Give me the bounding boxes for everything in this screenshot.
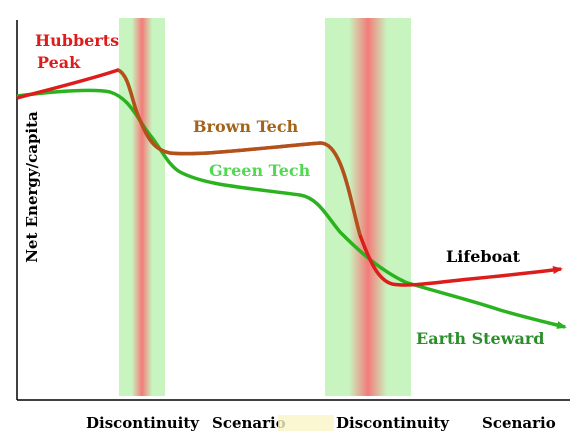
y-axis-label: Net Energy/capita bbox=[23, 111, 41, 263]
discontinuity-band-2 bbox=[325, 18, 411, 396]
x-label-discontinuity-2: Discontinuity bbox=[336, 414, 450, 432]
x-label-scenario-1: Scenario bbox=[212, 414, 286, 432]
hubberts-peak-label-line2: Peak bbox=[37, 53, 81, 72]
discontinuity-band-1 bbox=[119, 18, 165, 396]
earth-steward-label: Earth Steward bbox=[416, 329, 544, 348]
lifeboat-label: Lifeboat bbox=[446, 247, 521, 266]
x-label-discontinuity-1: Discontinuity bbox=[86, 414, 200, 432]
brown-tech-segment bbox=[117, 68, 362, 236]
green-tech-curve bbox=[16, 88, 567, 329]
x-label-scenario-2: Scenario bbox=[482, 414, 556, 432]
green-tech-label: Green Tech bbox=[209, 161, 311, 180]
brown-tech-label: Brown Tech bbox=[193, 117, 299, 136]
hubberts-peak-label-line1: Hubberts bbox=[35, 31, 119, 50]
x-label-highlight bbox=[278, 415, 334, 431]
